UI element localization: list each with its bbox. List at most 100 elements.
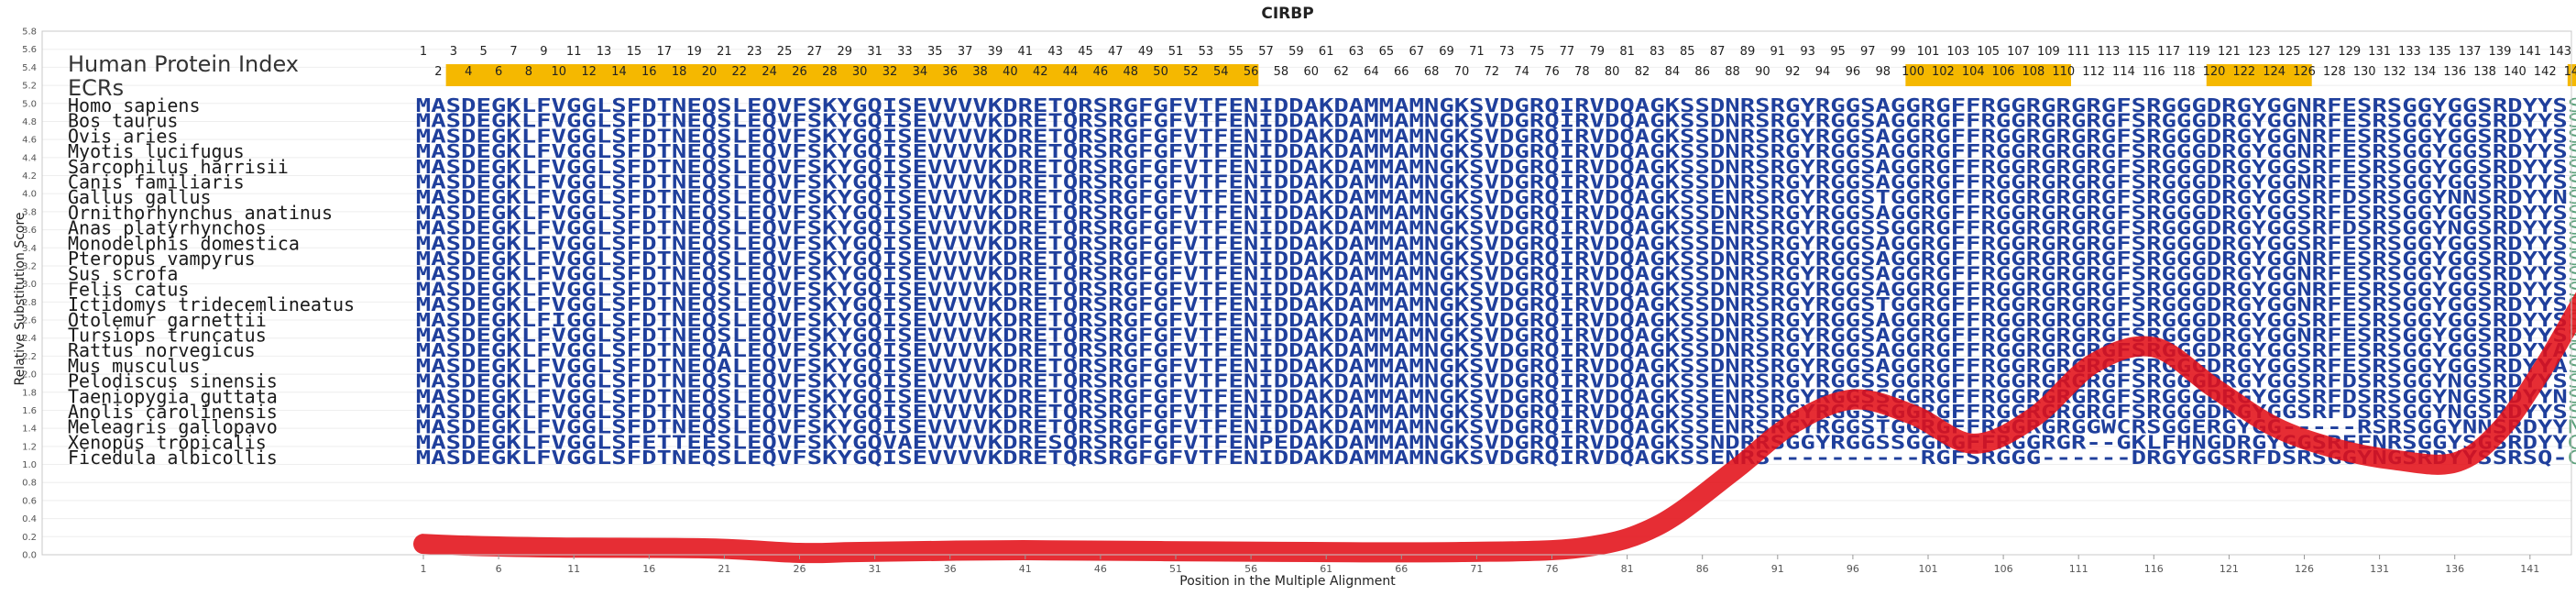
position-index-label: 78 [1574, 65, 1590, 79]
position-index-label: 123 [2248, 45, 2271, 59]
species-name: Mus musculus [68, 355, 201, 377]
position-index-label: 9 [540, 45, 547, 59]
score-point [2212, 386, 2215, 389]
position-index-label: 76 [1544, 65, 1560, 79]
x-tick-label: 106 [1994, 563, 2013, 575]
x-tick-label: 126 [2295, 563, 2314, 575]
position-index-label: 45 [1078, 45, 1093, 59]
species-name: Pelodiscus sinensis [68, 370, 278, 392]
position-index-label: 16 [641, 65, 657, 79]
position-index-label: 14 [611, 65, 627, 79]
position-index-label: 31 [867, 45, 882, 59]
x-tick-label: 41 [1019, 563, 1032, 575]
position-index-label: 126 [2293, 65, 2316, 79]
position-index-label: 121 [2218, 45, 2241, 59]
position-index-label: 65 [1379, 45, 1395, 59]
position-index-label: 81 [1619, 45, 1635, 59]
position-index-label: 124 [2263, 65, 2286, 79]
species-name: Anas platyrhynchos [68, 217, 267, 239]
position-index-label: 99 [1891, 45, 1906, 59]
sequence-conserved-segment: MASDEGKLFVGGLSFDTNEQSLEQVFSKYGQISEVVVVKD… [416, 94, 2568, 116]
position-index-label: 122 [2232, 65, 2255, 79]
position-index-label: 73 [1499, 45, 1515, 59]
sequence-conserved-segment: MASDEGKLFVGGLSFDTNEQSLEQVFSKYGQISEVVVVKD… [416, 232, 2568, 254]
sequence-conserved-segment: MASDEGKLFVGGLSFDTNEQSLEQVFSKYGQISEVVVVKD… [416, 217, 2568, 239]
position-index-label: 40 [1003, 65, 1018, 79]
position-index-label: 120 [2203, 65, 2226, 79]
sequence-conserved-segment: MASDEGKLFIGGLSFDTNEQSLEQVFSKYGQISEVVVVKD… [416, 309, 2568, 331]
x-tick-labels: 1 6 11 16 21 26 31 36 41 46 51 56 61 66 71 76 81 86 91 96 10… [421, 563, 2540, 575]
sequence-conserved-segment: MASDEGKLFVGGLSFDTNEQSLEQVFSKYGQISEVVVVKD… [416, 263, 2568, 285]
sequence-conserved-segment: MASDEGKLFVGGLSFDTNEQSLEQVFSKYGQISEVVVVKD… [416, 416, 2568, 438]
species-name: Bos taurus [68, 110, 178, 132]
species-name: Pteropus vampyrus [68, 248, 256, 270]
x-tick-label: 46 [1094, 563, 1107, 575]
position-index-label: 139 [2489, 45, 2512, 59]
sequence-conserved-segment: MASDEGKLFVGGLSFDTNEQSLEQVFSKYGQISEVVVVKD… [416, 156, 2568, 178]
position-index-label: 84 [1665, 65, 1681, 79]
position-index-label: 142 [2534, 65, 2557, 79]
species-name: Rattus norvegicus [68, 339, 256, 361]
position-index-label: 23 [747, 45, 762, 59]
sequence-conserved-segment: MASDEGKLFVGGLSFDTNEQSLEQVFSKYGQISEVVVVKD… [416, 171, 2568, 193]
position-index-label: 19 [686, 45, 702, 59]
position-index-label: 66 [1394, 65, 1409, 79]
y-tick-label: 4.8 [22, 117, 37, 127]
y-tick-label: 1.2 [22, 442, 37, 452]
position-index-label: 105 [1977, 45, 2000, 59]
y-tick-label: 5.0 [22, 99, 37, 109]
y-tick-label: 4.0 [22, 190, 37, 200]
position-index-label: 110 [2052, 65, 2075, 79]
position-index-label: 136 [2443, 65, 2466, 79]
position-index-label: 83 [1650, 45, 1665, 59]
position-index-label: 114 [2112, 65, 2135, 79]
score-point [1731, 470, 1734, 473]
y-tick-label: 5.6 [22, 45, 37, 55]
species-name: Anolis carolinensis [68, 401, 278, 423]
position-index-label: 113 [2098, 45, 2121, 59]
position-index-label: 56 [1244, 65, 1259, 79]
position-index-label: 41 [1018, 45, 1034, 59]
y-tick-label: 1.8 [22, 388, 37, 398]
position-index-label: 27 [807, 45, 823, 59]
x-tick-label: 6 [496, 563, 502, 575]
y-tick-label: 5.2 [22, 82, 37, 92]
position-index-label: 129 [2338, 45, 2361, 59]
species-name: Tursiops truncatus [68, 325, 267, 347]
position-index-label: 43 [1047, 45, 1063, 59]
species-name: Sus scrofa [68, 263, 178, 285]
position-index-label: 12 [581, 65, 597, 79]
position-index-label: 130 [2353, 65, 2376, 79]
y-tick-label: 3.0 [22, 280, 37, 290]
x-tick-label: 81 [1621, 563, 1634, 575]
score-point [557, 546, 560, 549]
x-tick-label: 86 [1696, 563, 1709, 575]
species-name: Monodelphis domestica [68, 232, 300, 254]
species-name: Ficedula albicollis [68, 447, 278, 469]
position-index-label: 133 [2398, 45, 2421, 59]
position-index-label: 102 [1932, 65, 1955, 79]
score-point [1159, 550, 1162, 553]
score-line [413, 292, 2576, 564]
species-name: Gallus gallus [68, 186, 212, 208]
position-index-label: 106 [1992, 65, 2015, 79]
position-index-label: 88 [1725, 65, 1740, 79]
position-index-label: 144 [2564, 65, 2576, 79]
position-index-label: 71 [1469, 45, 1485, 59]
score-point [1581, 546, 1584, 549]
x-tick-label: 36 [944, 563, 957, 575]
species-name: Ornithorhynchus anatinus [68, 202, 333, 224]
position-index-label: 58 [1274, 65, 1289, 79]
species-name: Otolemur garnettii [68, 309, 267, 331]
position-index-label: 70 [1454, 65, 1470, 79]
position-index-label: 20 [702, 65, 718, 79]
score-point [2453, 461, 2456, 464]
position-index-label: 90 [1755, 65, 1770, 79]
position-index-label: 24 [762, 65, 777, 79]
x-tick-label: 121 [2220, 563, 2239, 575]
position-index-label: 29 [837, 45, 852, 59]
score-point [1972, 442, 1975, 445]
score-point [1656, 524, 1659, 527]
y-tick-label: 3.6 [22, 226, 37, 236]
